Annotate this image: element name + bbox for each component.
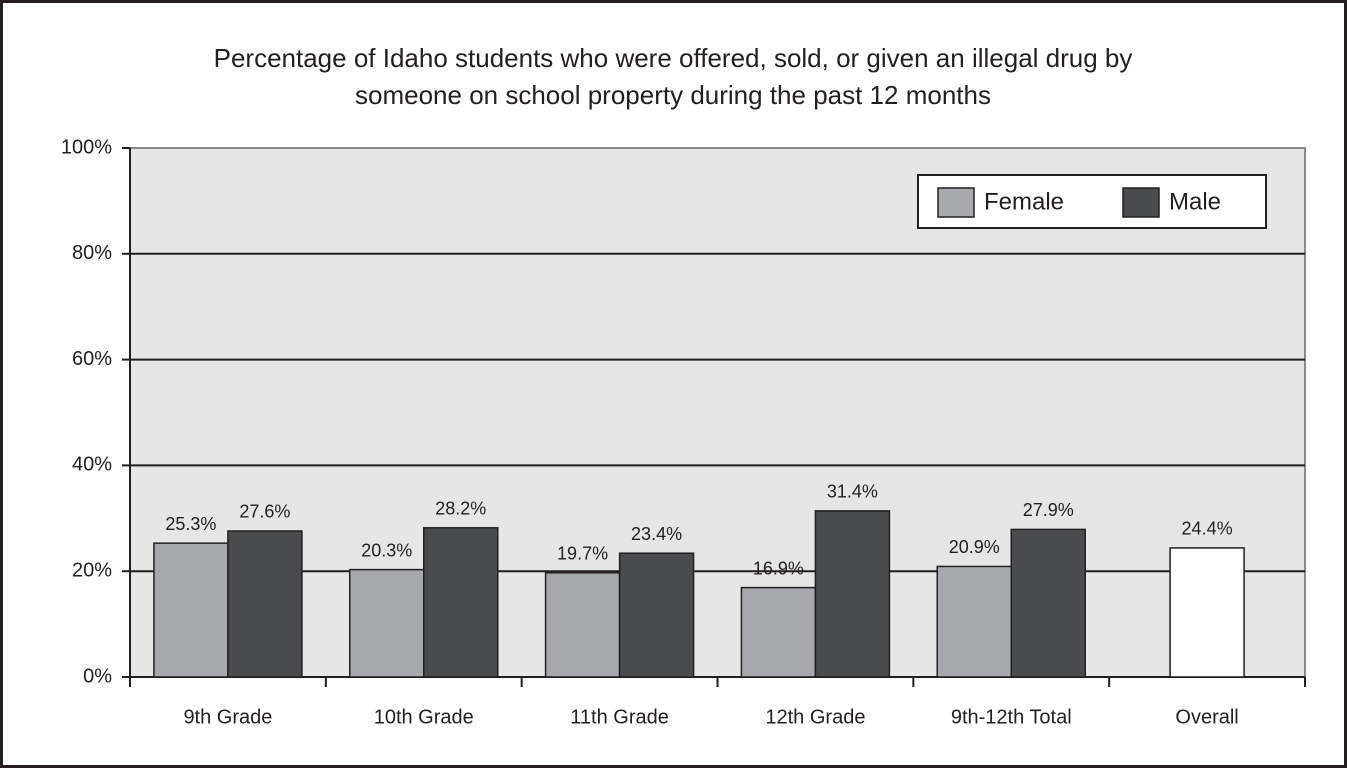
y-tick-label: 40% [72,454,112,476]
bar [740,586,817,678]
chart-title: Percentage of Idaho students who were of… [214,43,1133,73]
value-label: 27.6% [239,502,290,522]
x-tick-label: 9th-12th Total [951,706,1072,728]
y-tick-label: 20% [72,559,112,581]
bar [544,572,621,678]
bar [814,510,891,678]
y-tick-label: 100% [61,136,112,158]
chart-title: someone on school property during the pa… [355,80,991,110]
legend [917,174,1267,229]
bar [1169,547,1245,678]
value-label: 23.4% [631,524,682,544]
x-tick-label: 12th Grade [765,706,865,728]
bar [1010,528,1086,678]
x-tick-label: Overall [1175,706,1238,728]
value-label: 24.4% [1182,519,1233,539]
y-tick-label: 80% [72,242,112,264]
bar [153,542,229,678]
y-tick-label: 0% [83,665,112,687]
legend-swatch [1122,187,1160,218]
bar [349,568,425,678]
value-label: 28.2% [435,499,486,519]
value-label: 16.9% [753,558,804,578]
bar [423,527,499,678]
x-tick-label: 9th Grade [183,706,272,728]
x-tick-label: 10th Grade [374,706,474,728]
plot-area [129,147,1306,678]
value-label: 27.9% [1023,500,1074,520]
value-label: 19.7% [557,544,608,564]
bar [936,565,1012,678]
value-label: 25.3% [165,514,216,534]
value-label: 20.3% [361,540,412,560]
bar [227,530,303,678]
legend-swatch [937,187,975,218]
value-label: 20.9% [949,537,1000,557]
legend-label: Female [984,188,1064,215]
value-label: 31.4% [827,482,878,502]
legend-label: Male [1169,188,1221,215]
y-tick-label: 60% [72,348,112,370]
bar [618,552,695,678]
x-tick-label: 11th Grade [570,706,669,728]
